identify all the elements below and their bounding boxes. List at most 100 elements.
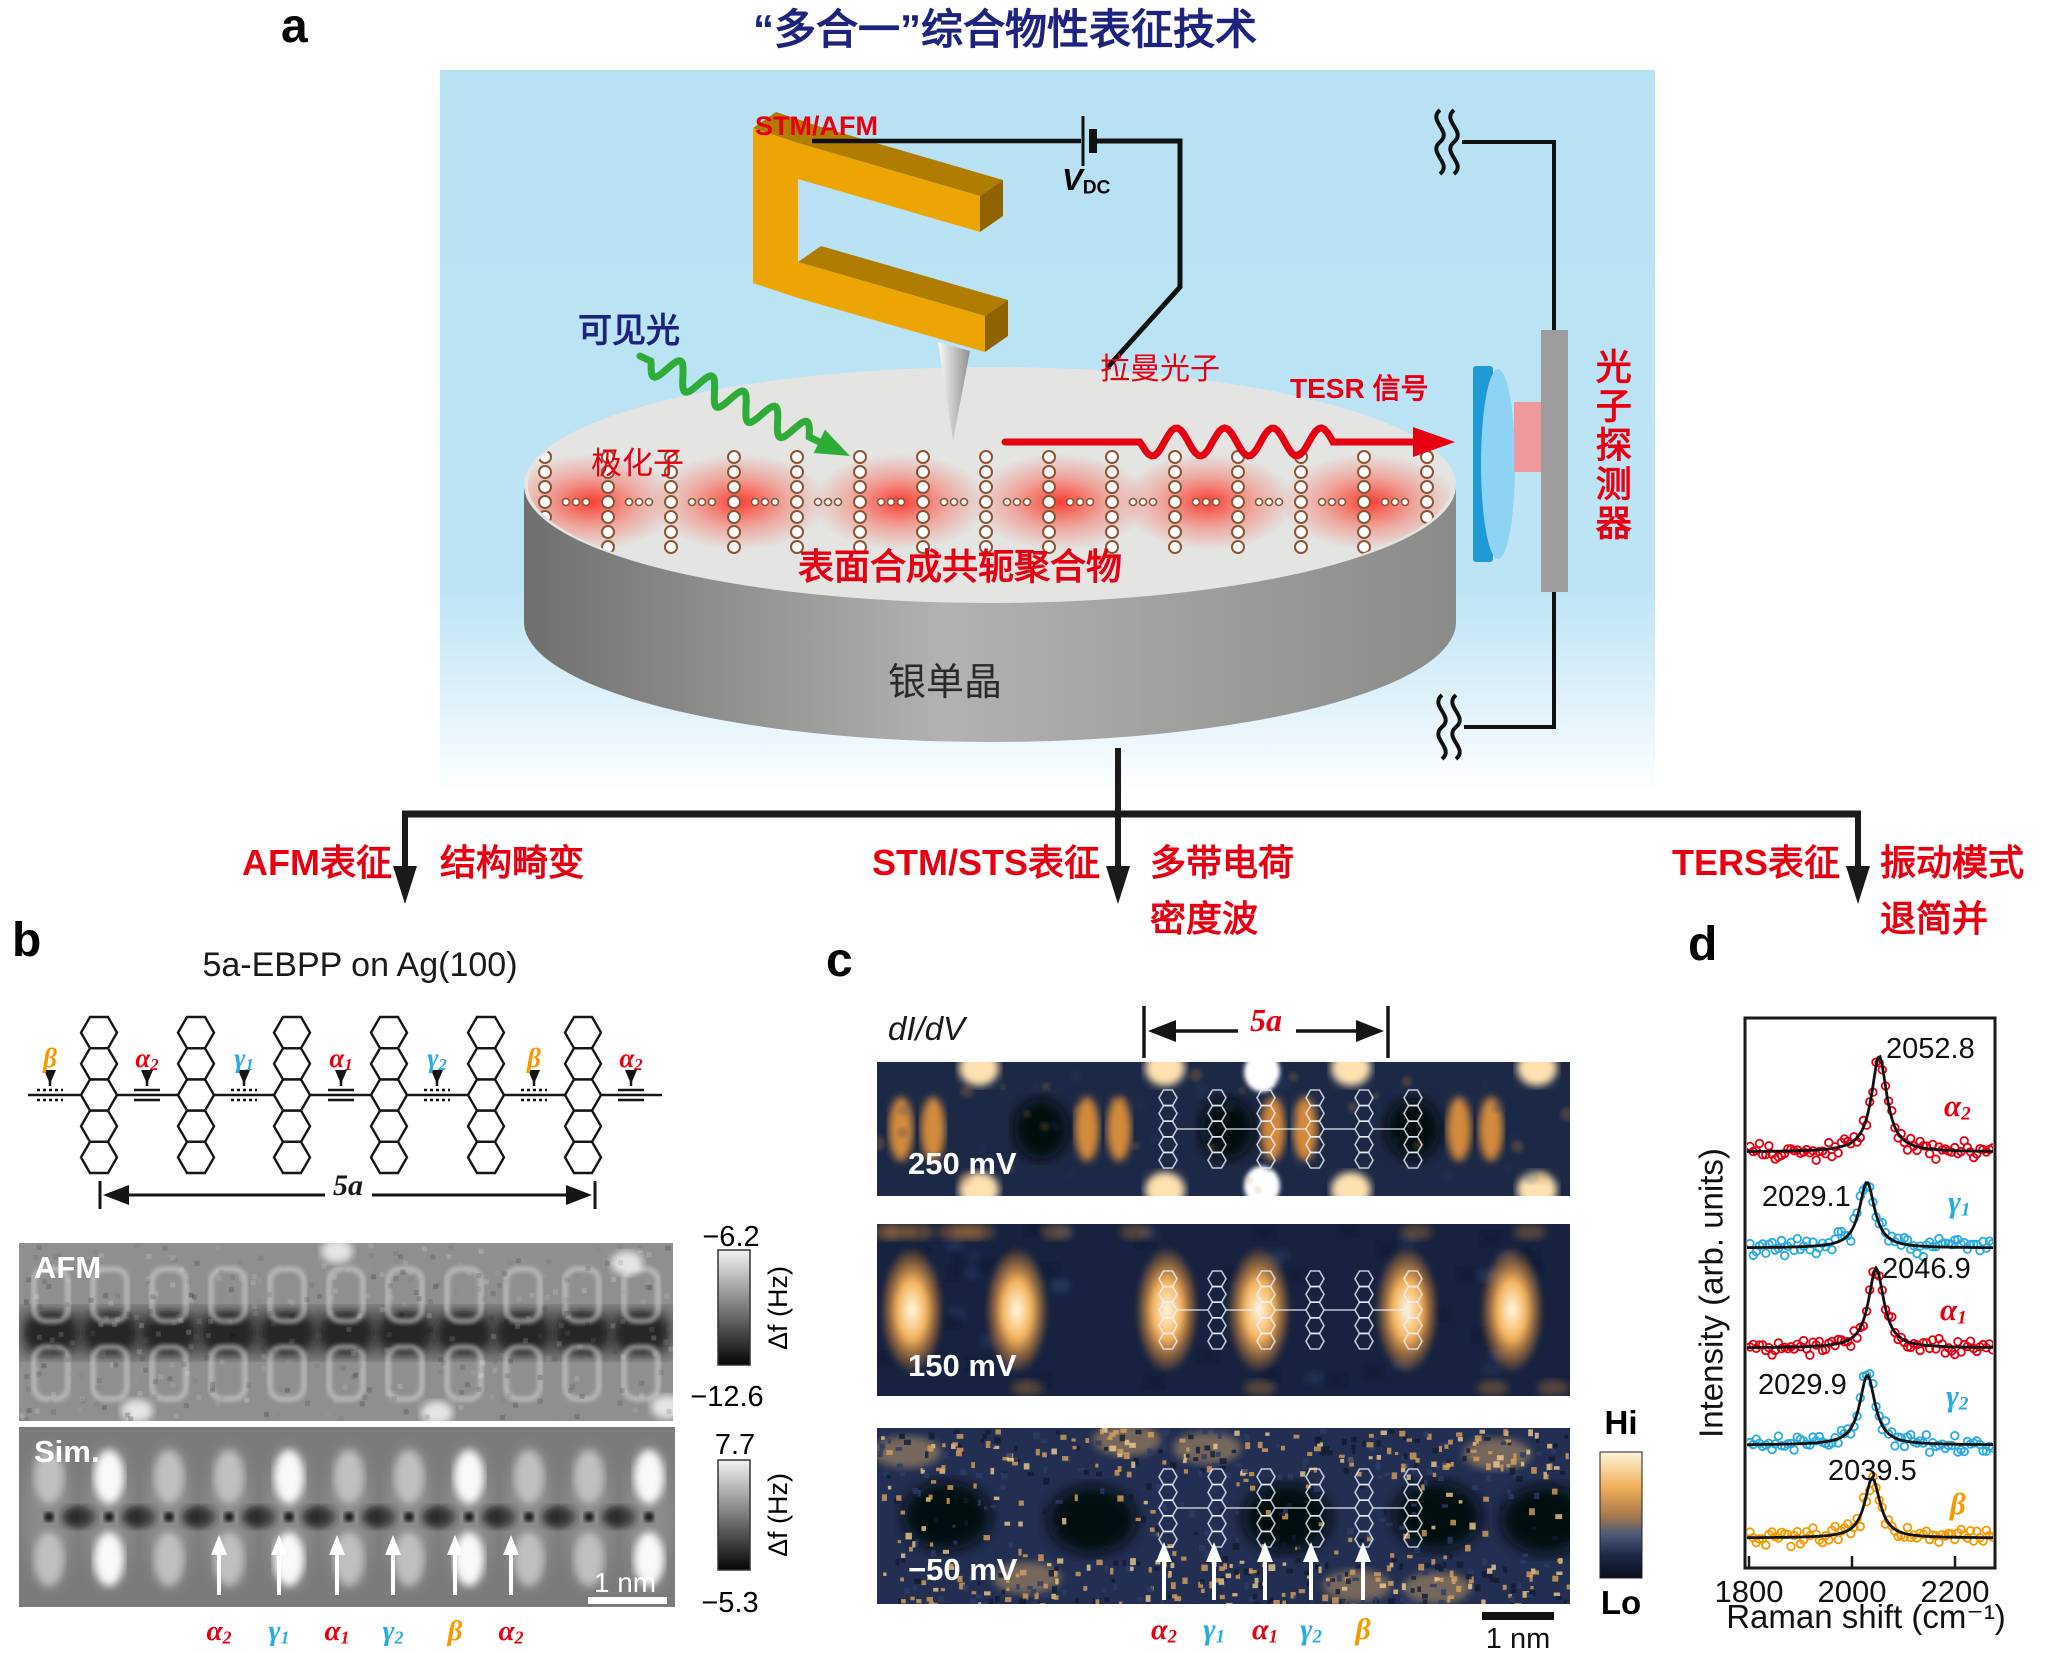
sim-colorbar-min: −5.3 (701, 1587, 759, 1619)
map-colorbar-hi: Hi (1604, 1404, 1638, 1441)
structure-site-label: α1 (329, 1043, 353, 1075)
panel-b-label: b (12, 914, 42, 967)
peak-value-label: 2046.9 (1882, 1253, 1971, 1285)
fit-curve (1747, 1265, 1993, 1349)
stm-map-150mv (877, 1224, 1570, 1396)
branch-afm-technique: AFM表征 (242, 842, 392, 883)
stm-map-250mv (877, 1062, 1570, 1196)
d-x-tick-label: 2200 (1920, 1574, 1990, 1609)
down-arrow-icon (1846, 866, 1870, 904)
detector-bar-icon (1541, 330, 1568, 592)
panel-d-label: d (1688, 918, 1718, 971)
branch-afm-result: 结构畸变 (440, 842, 585, 883)
panel-b-title: 5a-EBPP on Ag(100) (202, 946, 518, 984)
site-arrow-icon (141, 1070, 153, 1084)
stm-map-neg50mv (877, 1428, 1570, 1604)
bias-label: VDC (1062, 162, 1111, 199)
molecule-chain (528, 450, 1452, 554)
map-colorbar (1599, 1451, 1643, 1579)
unitcell-arrow-c (1142, 1006, 1390, 1058)
series-label: β (1950, 1486, 1966, 1521)
unitcell-arrow-b (98, 1181, 597, 1209)
afm-colorbar-min: −12.6 (690, 1381, 764, 1413)
map-scalebar-label: 1 nm (1485, 1623, 1551, 1653)
down-arrow-icon (1106, 866, 1130, 904)
map1-content (877, 1062, 1570, 1196)
series-label: γ1 (1948, 1184, 1971, 1221)
polaron-label: 极化子 (591, 446, 684, 481)
branch-ters-result-1: 振动模式 (1880, 842, 2025, 883)
photon-detector-assembly (1473, 330, 1568, 592)
visible-light-label: 可见光 (578, 312, 680, 350)
bias-circuit (812, 116, 1183, 370)
fit-curve (1747, 1054, 1993, 1153)
branch-stm-result-1: 多带电荷 (1150, 842, 1295, 883)
tip-icon (938, 342, 970, 440)
map-scale-bar (1482, 1612, 1554, 1620)
sim-image (19, 1427, 675, 1607)
panel-a-scene (440, 70, 1655, 792)
structure-site-label: γ1 (234, 1043, 254, 1075)
afm-colorbar-unit: Δf (Hz) (762, 1265, 793, 1351)
tuning-fork-icon (753, 112, 1008, 440)
afm-image-label: AFM (34, 1250, 102, 1285)
sensor-chip-icon (1514, 402, 1541, 472)
photon-detector-label: 光子探测器 (1590, 348, 1632, 543)
peak-value-label: 2039.5 (1828, 1455, 1917, 1487)
branch-arrows (393, 748, 1870, 904)
tesr-signal-label: TESR 信号 (1290, 373, 1429, 404)
map-bias-3: −50 mV (908, 1552, 1018, 1587)
d-x-tick-label: 2000 (1817, 1574, 1887, 1609)
map-colorbar-lo: Lo (1600, 1584, 1642, 1621)
didv-label: dI/dV (888, 1010, 966, 1047)
d-x-tick-label: 1800 (1714, 1574, 1784, 1609)
site-arrow-icon (528, 1070, 540, 1084)
afm-image (19, 1243, 673, 1421)
stm-afm-label: STM/AFM (755, 111, 878, 141)
afm-colorbar-max: −6.2 (702, 1221, 760, 1253)
series-label: α1 (1940, 1292, 1967, 1329)
branch-ters-technique: TERS表征 (1671, 842, 1840, 883)
peak-value-label: 2029.9 (1758, 1369, 1847, 1401)
sim-colorbar (717, 1459, 751, 1571)
map3-content (877, 1428, 1570, 1604)
structure-site-label: α2 (135, 1043, 159, 1075)
structure-site-label: γ2 (427, 1043, 447, 1075)
d-x-axis-label: Raman shift (cm⁻¹) (1726, 1598, 2006, 1635)
branch-stm-result-2: 密度波 (1150, 898, 1259, 939)
site-arrow-icon (431, 1070, 443, 1084)
site-arrow-icon (238, 1070, 250, 1084)
polaron-glow (972, 454, 1148, 550)
branch-stm-technique: STM/STS表征 (871, 842, 1100, 883)
panel-b-colorbars (717, 1249, 751, 1571)
figure-title: “多合一”综合物性表征技术 (752, 6, 1258, 53)
map-site-label: γ2 (1300, 1613, 1322, 1648)
structure-site-label: β (43, 1043, 57, 1073)
sim-site-label: α2 (498, 1615, 524, 1648)
down-arrow-icon (393, 866, 417, 904)
fit-curve (1747, 1475, 1993, 1540)
raman-photons-label: 拉曼光子 (1100, 353, 1220, 386)
sim-site-label: α1 (324, 1615, 350, 1648)
sim-content (19, 1427, 675, 1607)
afm-colorbar (717, 1249, 751, 1366)
afm-content (19, 1243, 673, 1421)
map-site-label: α2 (1151, 1613, 1177, 1648)
sim-image-label: Sim. (34, 1434, 100, 1469)
map-site-label: γ1 (1203, 1613, 1225, 1648)
panel-a-label: a (281, 0, 308, 53)
plot-frame (1743, 1016, 1997, 1570)
map2-content (877, 1224, 1570, 1396)
panel-c-label: c (826, 934, 853, 987)
unitcell-label-c: 5a (1250, 1002, 1282, 1038)
map-site-label: β (1355, 1613, 1371, 1646)
unitcell-label-b: 5a (333, 1169, 363, 1202)
branch-ters-result-2: 退简并 (1880, 898, 1989, 939)
detector-wires (1434, 108, 1556, 761)
visible-light-arrow (636, 352, 850, 456)
sim-site-label: β (447, 1615, 463, 1647)
structure-site-label: α2 (619, 1043, 643, 1075)
fit-curve (1747, 1373, 1993, 1446)
